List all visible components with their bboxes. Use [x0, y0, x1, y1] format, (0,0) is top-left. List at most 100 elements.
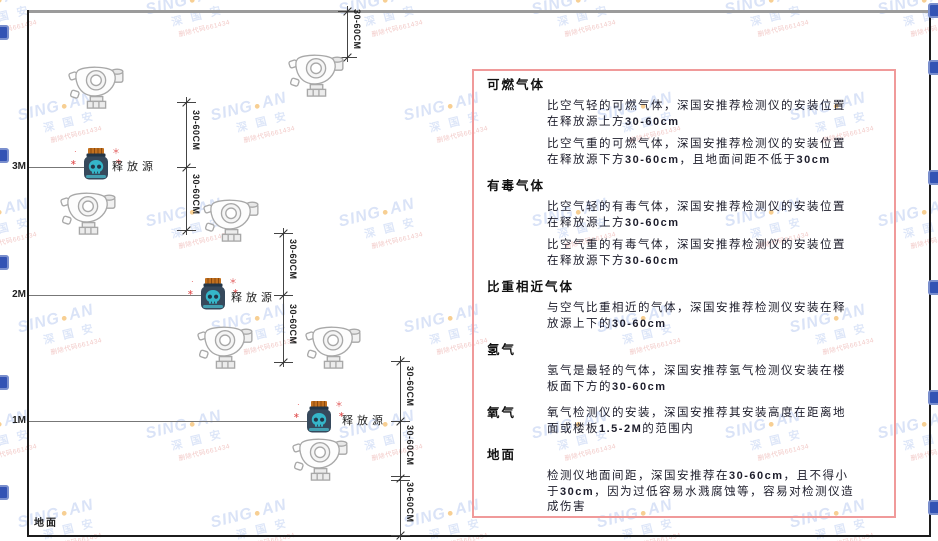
height-label: 2M	[12, 289, 26, 300]
watermark-code: 删除代码661434	[564, 19, 617, 39]
section-paragraph: 检测仪地面间距，深国安推荐在30-60cm，且不得小于30cm，因为过低容易水溅…	[547, 470, 855, 513]
left-wall-line	[27, 10, 29, 537]
ceiling-line	[28, 10, 931, 13]
section-title: 有毒气体	[487, 179, 546, 193]
watermark-dot-icon: ●	[0, 0, 5, 8]
watermark-dot-icon: ●	[445, 99, 456, 114]
height-reference-line	[28, 167, 90, 168]
panel-section: 比重相近气体 与空气比重相近的气体，深国安推荐检测仪安装在释放源上下的30-60c…	[474, 280, 894, 332]
logo-square-icon	[928, 3, 938, 18]
watermark-code: 删除代码661434	[50, 125, 103, 145]
release-source-icon: ∗ ＊ ∗ ·	[70, 147, 122, 186]
watermark-brand: SING●AN	[208, 496, 289, 532]
height-label: 1M	[12, 415, 26, 426]
watermark-code: 删除代码661434	[0, 231, 38, 251]
ground-line	[28, 535, 931, 537]
dimension-label: 30-60CM	[191, 173, 201, 215]
dimension-label: 30-60CM	[405, 366, 415, 407]
logo-square-icon	[928, 500, 938, 515]
watermark-dot-icon: ●	[187, 417, 198, 432]
watermark-code: 删除代码661434	[910, 231, 938, 251]
watermark-brand: SING●AN	[143, 407, 224, 443]
dimension-label: 30-60CM	[288, 239, 298, 280]
watermark-cn: 深 国 安	[170, 4, 226, 29]
section-title: 氧气	[487, 406, 517, 420]
watermark-code: 删除代码661434	[243, 125, 296, 145]
section-paragraph: 比空气轻的有毒气体，深国安推荐检测仪的安装位置在释放源上方30-60cm	[547, 201, 846, 229]
watermark-brand: SING●AN	[336, 195, 417, 231]
logo-square-icon	[928, 170, 938, 185]
sparkle-icon: ∗	[70, 158, 77, 167]
height-reference-line	[28, 295, 208, 296]
source-svg	[307, 401, 331, 433]
watermark-dot-icon: ●	[573, 0, 584, 8]
watermark-dot-icon: ●	[766, 0, 777, 8]
panel-section: 氧气 氧气检测仪的安装，深国安推荐其安装高度在距离地面或楼板1.5-2M的范围内	[474, 406, 894, 437]
right-wall-line	[929, 10, 931, 537]
sparkle-icon: ∗	[338, 410, 345, 419]
watermark-brand: SING●AN	[401, 301, 482, 337]
sparkle-icon: ＊	[229, 277, 237, 286]
sparkle-icon: ·	[297, 400, 300, 409]
watermark-dot-icon: ●	[445, 311, 456, 326]
logo-square-icon	[928, 390, 938, 405]
section-title: 可燃气体	[487, 78, 546, 92]
gas-detector-icon	[60, 190, 118, 241]
watermark-brand: SING●AN	[401, 89, 482, 125]
section-title: 氢气	[487, 343, 517, 357]
watermark-dot-icon: ●	[252, 311, 263, 326]
panel-section: 地面 检测仪地面间距，深国安推荐在30-60cm，且不得小于30cm，因为过低容易…	[474, 448, 894, 516]
dimension-label: 30-60CM	[191, 109, 201, 151]
watermark-cn: 深 国 安	[0, 428, 33, 453]
section-paragraph: 比空气重的可燃气体，深国安推荐检测仪的安装位置在释放源下方30-60cm，且地面…	[547, 138, 846, 166]
gas-detector-icon	[68, 64, 126, 115]
gas-detector-icon	[292, 436, 350, 487]
watermark-dot-icon: ●	[59, 506, 70, 521]
release-source-label: 释放源	[112, 161, 157, 173]
gas-detector-icon	[197, 324, 255, 375]
watermark-code: 删除代码661434	[910, 19, 938, 39]
dimension-tick	[391, 480, 410, 481]
section-paragraph: 比空气轻的可燃气体，深国安推荐检测仪的安装位置在释放源上方30-60cm	[547, 100, 846, 128]
gas-detector-icon	[305, 324, 363, 375]
watermark-dot-icon: ●	[252, 99, 263, 114]
logo-square-icon	[928, 60, 938, 75]
watermark-code: 删除代码661434	[50, 337, 103, 357]
watermark-brand: SING●AN	[208, 89, 289, 125]
panel-section: 有毒气体 比空气轻的有毒气体，深国安推荐检测仪的安装位置在释放源上方30-60cm…	[474, 179, 894, 269]
dimension-line	[347, 6, 348, 62]
sparkle-icon: ∗	[293, 411, 300, 420]
watermark-brand: SING●AN	[0, 195, 31, 230]
section-title: 比重相近气体	[487, 280, 575, 294]
height-reference-line	[28, 421, 314, 422]
watermark-cn: 深 国 安	[42, 322, 98, 347]
detector-svg	[68, 66, 124, 109]
sparkle-icon: ∗	[232, 287, 239, 296]
logo-square-icon	[0, 375, 9, 390]
watermark-code: 删除代码661434	[371, 231, 424, 251]
watermark-cn: 深 国 安	[902, 428, 938, 453]
sparkle-icon: ＊	[112, 147, 120, 156]
panel-section: 可燃气体 比空气轻的可燃气体，深国安推荐检测仪的安装位置在释放源上方30-60cm…	[474, 78, 894, 168]
release-source-icon: ∗ ＊ ∗ ·	[293, 400, 345, 439]
detector-svg	[288, 54, 344, 97]
detector-svg	[292, 438, 348, 481]
logo-square-icon	[928, 280, 938, 295]
sparkle-icon: ∗	[187, 288, 194, 297]
logo-square-icon	[0, 255, 9, 270]
logo-square-icon	[0, 25, 9, 40]
watermark-dot-icon: ●	[187, 0, 198, 8]
dimension-line	[400, 356, 401, 540]
section-paragraph: 氧气检测仪的安装，深国安推荐其安装高度在距离地面或楼板1.5-2M的范围内	[547, 407, 846, 435]
dimension-label: 30-60CM	[288, 303, 298, 345]
watermark-cn: 深 国 安	[170, 428, 226, 453]
watermark-code: 删除代码661434	[910, 443, 938, 463]
watermark-cn: 深 国 安	[749, 4, 805, 29]
watermark-dot-icon: ●	[59, 311, 70, 326]
watermark-dot-icon: ●	[380, 0, 391, 8]
